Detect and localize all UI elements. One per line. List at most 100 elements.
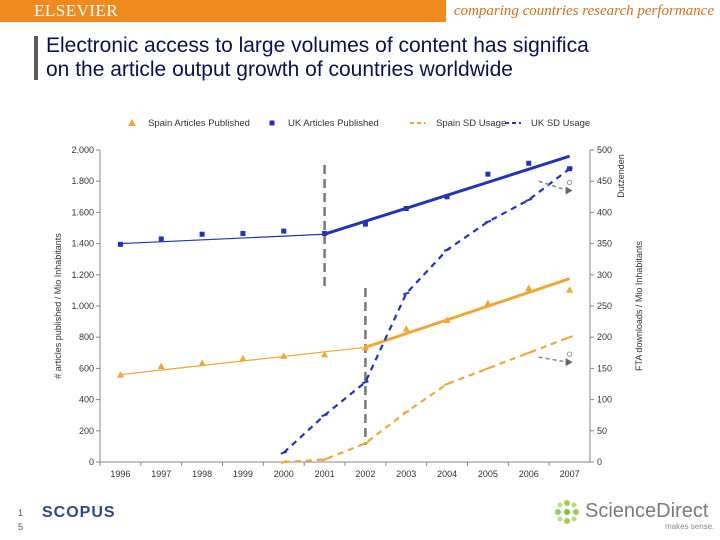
data-point	[444, 194, 450, 200]
data-point	[402, 325, 410, 332]
data-point	[362, 380, 369, 385]
x-tick-label: 2004	[437, 469, 457, 479]
page-number-line-2: 5	[18, 522, 24, 532]
data-point	[484, 219, 492, 224]
y-tick-label-right: 150	[597, 363, 612, 373]
y-tick-label-right: 50	[597, 426, 607, 436]
header-subtitle-box: comparing countries research performance	[445, 0, 720, 22]
data-point	[198, 359, 206, 366]
y-tick-label-right: 500	[597, 145, 612, 155]
sciencedirect-tagline: makes sense.	[665, 522, 715, 531]
data-point	[525, 197, 533, 202]
page-number-line-1: 1	[18, 508, 24, 518]
x-tick-label: 2006	[519, 469, 539, 479]
data-point	[525, 284, 533, 292]
y-tick-label-left: 1.800	[71, 176, 94, 186]
slide-title-line-1: Electronic access to large volumes of co…	[46, 34, 589, 57]
data-point	[157, 362, 165, 370]
projection-arrow	[538, 180, 568, 192]
data-point	[362, 221, 368, 227]
data-point	[526, 160, 532, 166]
legend-label: UK Articles Published	[288, 118, 379, 129]
y-tick-label-left: 400	[79, 395, 94, 405]
elsevier-logo: ELSEVIER	[34, 1, 119, 20]
y-tick-label-left: 2.000	[71, 145, 94, 155]
y-tick-label-right: 450	[597, 176, 612, 186]
data-point	[443, 382, 451, 386]
sciencedirect-leaf-icon	[555, 500, 579, 524]
y-tick-label-left: 1.600	[71, 207, 94, 217]
legend-label: Spain SD Usage	[436, 118, 506, 129]
x-tick-label: 1999	[233, 469, 253, 479]
y-tick-label-right: 0	[597, 457, 602, 467]
y-tick-label-right: 300	[597, 270, 612, 280]
legend-marker	[128, 119, 136, 126]
data-point	[402, 410, 410, 415]
data-point	[321, 350, 329, 358]
legend-marker	[269, 120, 275, 126]
data-point	[566, 286, 574, 293]
y-tick-label-left: 0	[89, 457, 94, 467]
sciencedirect-logo: ScienceDirect	[585, 500, 709, 522]
y-axis-label-right-extra: Dutzenden	[616, 154, 626, 198]
data-point	[566, 335, 573, 340]
legend-label: Spain Articles Published	[148, 118, 250, 129]
data-point	[443, 316, 451, 324]
slide-title: Electronic access to large volumes of co…	[46, 34, 720, 82]
data-point	[322, 230, 328, 236]
y-tick-label-left: 800	[79, 332, 94, 342]
x-tick-label: 2001	[315, 469, 335, 479]
y-tick-label-right: 200	[597, 332, 612, 342]
data-point	[361, 343, 369, 351]
y-tick-label-left: 1.200	[71, 270, 94, 280]
data-point	[280, 450, 288, 455]
y-tick-label-right: 400	[597, 207, 612, 217]
legend-label: UK SD Usage	[531, 118, 590, 129]
trend-line	[364, 277, 571, 349]
projection-arrow	[538, 356, 568, 363]
x-tick-label: 1996	[110, 469, 130, 479]
data-point	[525, 350, 533, 355]
x-tick-label: 2002	[355, 469, 375, 479]
data-point	[485, 171, 491, 177]
data-point	[280, 352, 288, 359]
data-point	[239, 354, 247, 362]
slide-title-line-2: on the article output growth of countrie…	[46, 58, 513, 81]
x-tick-label: 2003	[396, 469, 416, 479]
y-tick-label-left: 1.400	[71, 239, 94, 249]
data-point	[321, 413, 328, 418]
series-line	[283, 336, 570, 464]
projection-marker	[566, 179, 573, 186]
series-line	[283, 167, 571, 454]
y-axis-label-right: FTA downloads / Mio Inhabitants	[634, 241, 644, 371]
x-tick-label: 2000	[274, 469, 294, 479]
data-point	[403, 206, 409, 211]
y-tick-label-right: 350	[597, 239, 612, 249]
data-point	[240, 230, 246, 236]
y-axis-label-left: # articles published / Mio Inhabitants	[53, 233, 63, 379]
data-point	[402, 291, 410, 296]
x-tick-label: 2007	[560, 469, 580, 479]
y-tick-label-right: 250	[597, 301, 612, 311]
x-tick-label: 1997	[151, 469, 171, 479]
projection-marker	[566, 351, 573, 357]
data-point	[484, 299, 492, 306]
x-tick-label: 1998	[192, 469, 212, 479]
trend-line	[120, 233, 325, 245]
data-point	[117, 241, 123, 247]
data-point	[362, 441, 369, 446]
x-tick-label: 2005	[478, 469, 498, 479]
data-point	[281, 228, 287, 234]
data-point	[567, 166, 573, 172]
data-point	[321, 457, 328, 462]
data-point	[484, 366, 492, 371]
data-point	[199, 231, 205, 237]
data-point	[443, 247, 451, 252]
header-subtitle: comparing countries research performance	[453, 3, 714, 19]
title-accent-bar	[34, 36, 38, 80]
data-point	[158, 236, 164, 242]
data-point	[280, 460, 288, 464]
page-number: 1 5	[18, 506, 23, 534]
y-tick-label-left: 1.000	[71, 301, 94, 311]
data-point	[116, 371, 124, 378]
